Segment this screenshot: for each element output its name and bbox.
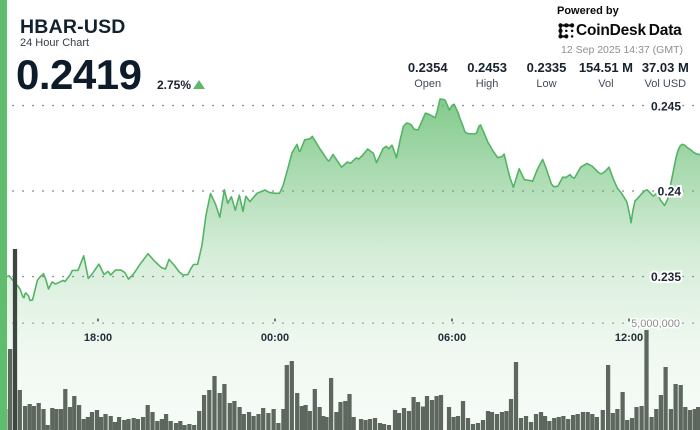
svg-text:0.245: 0.245 bbox=[651, 100, 681, 114]
svg-text:5,000,000: 5,000,000 bbox=[631, 318, 680, 330]
svg-text:00:00: 00:00 bbox=[261, 332, 289, 344]
svg-text:06:00: 06:00 bbox=[438, 332, 466, 344]
svg-text:0.24: 0.24 bbox=[658, 185, 682, 199]
svg-text:12:00: 12:00 bbox=[615, 332, 643, 344]
svg-text:18:00: 18:00 bbox=[84, 332, 112, 344]
svg-text:0.235: 0.235 bbox=[651, 270, 681, 284]
